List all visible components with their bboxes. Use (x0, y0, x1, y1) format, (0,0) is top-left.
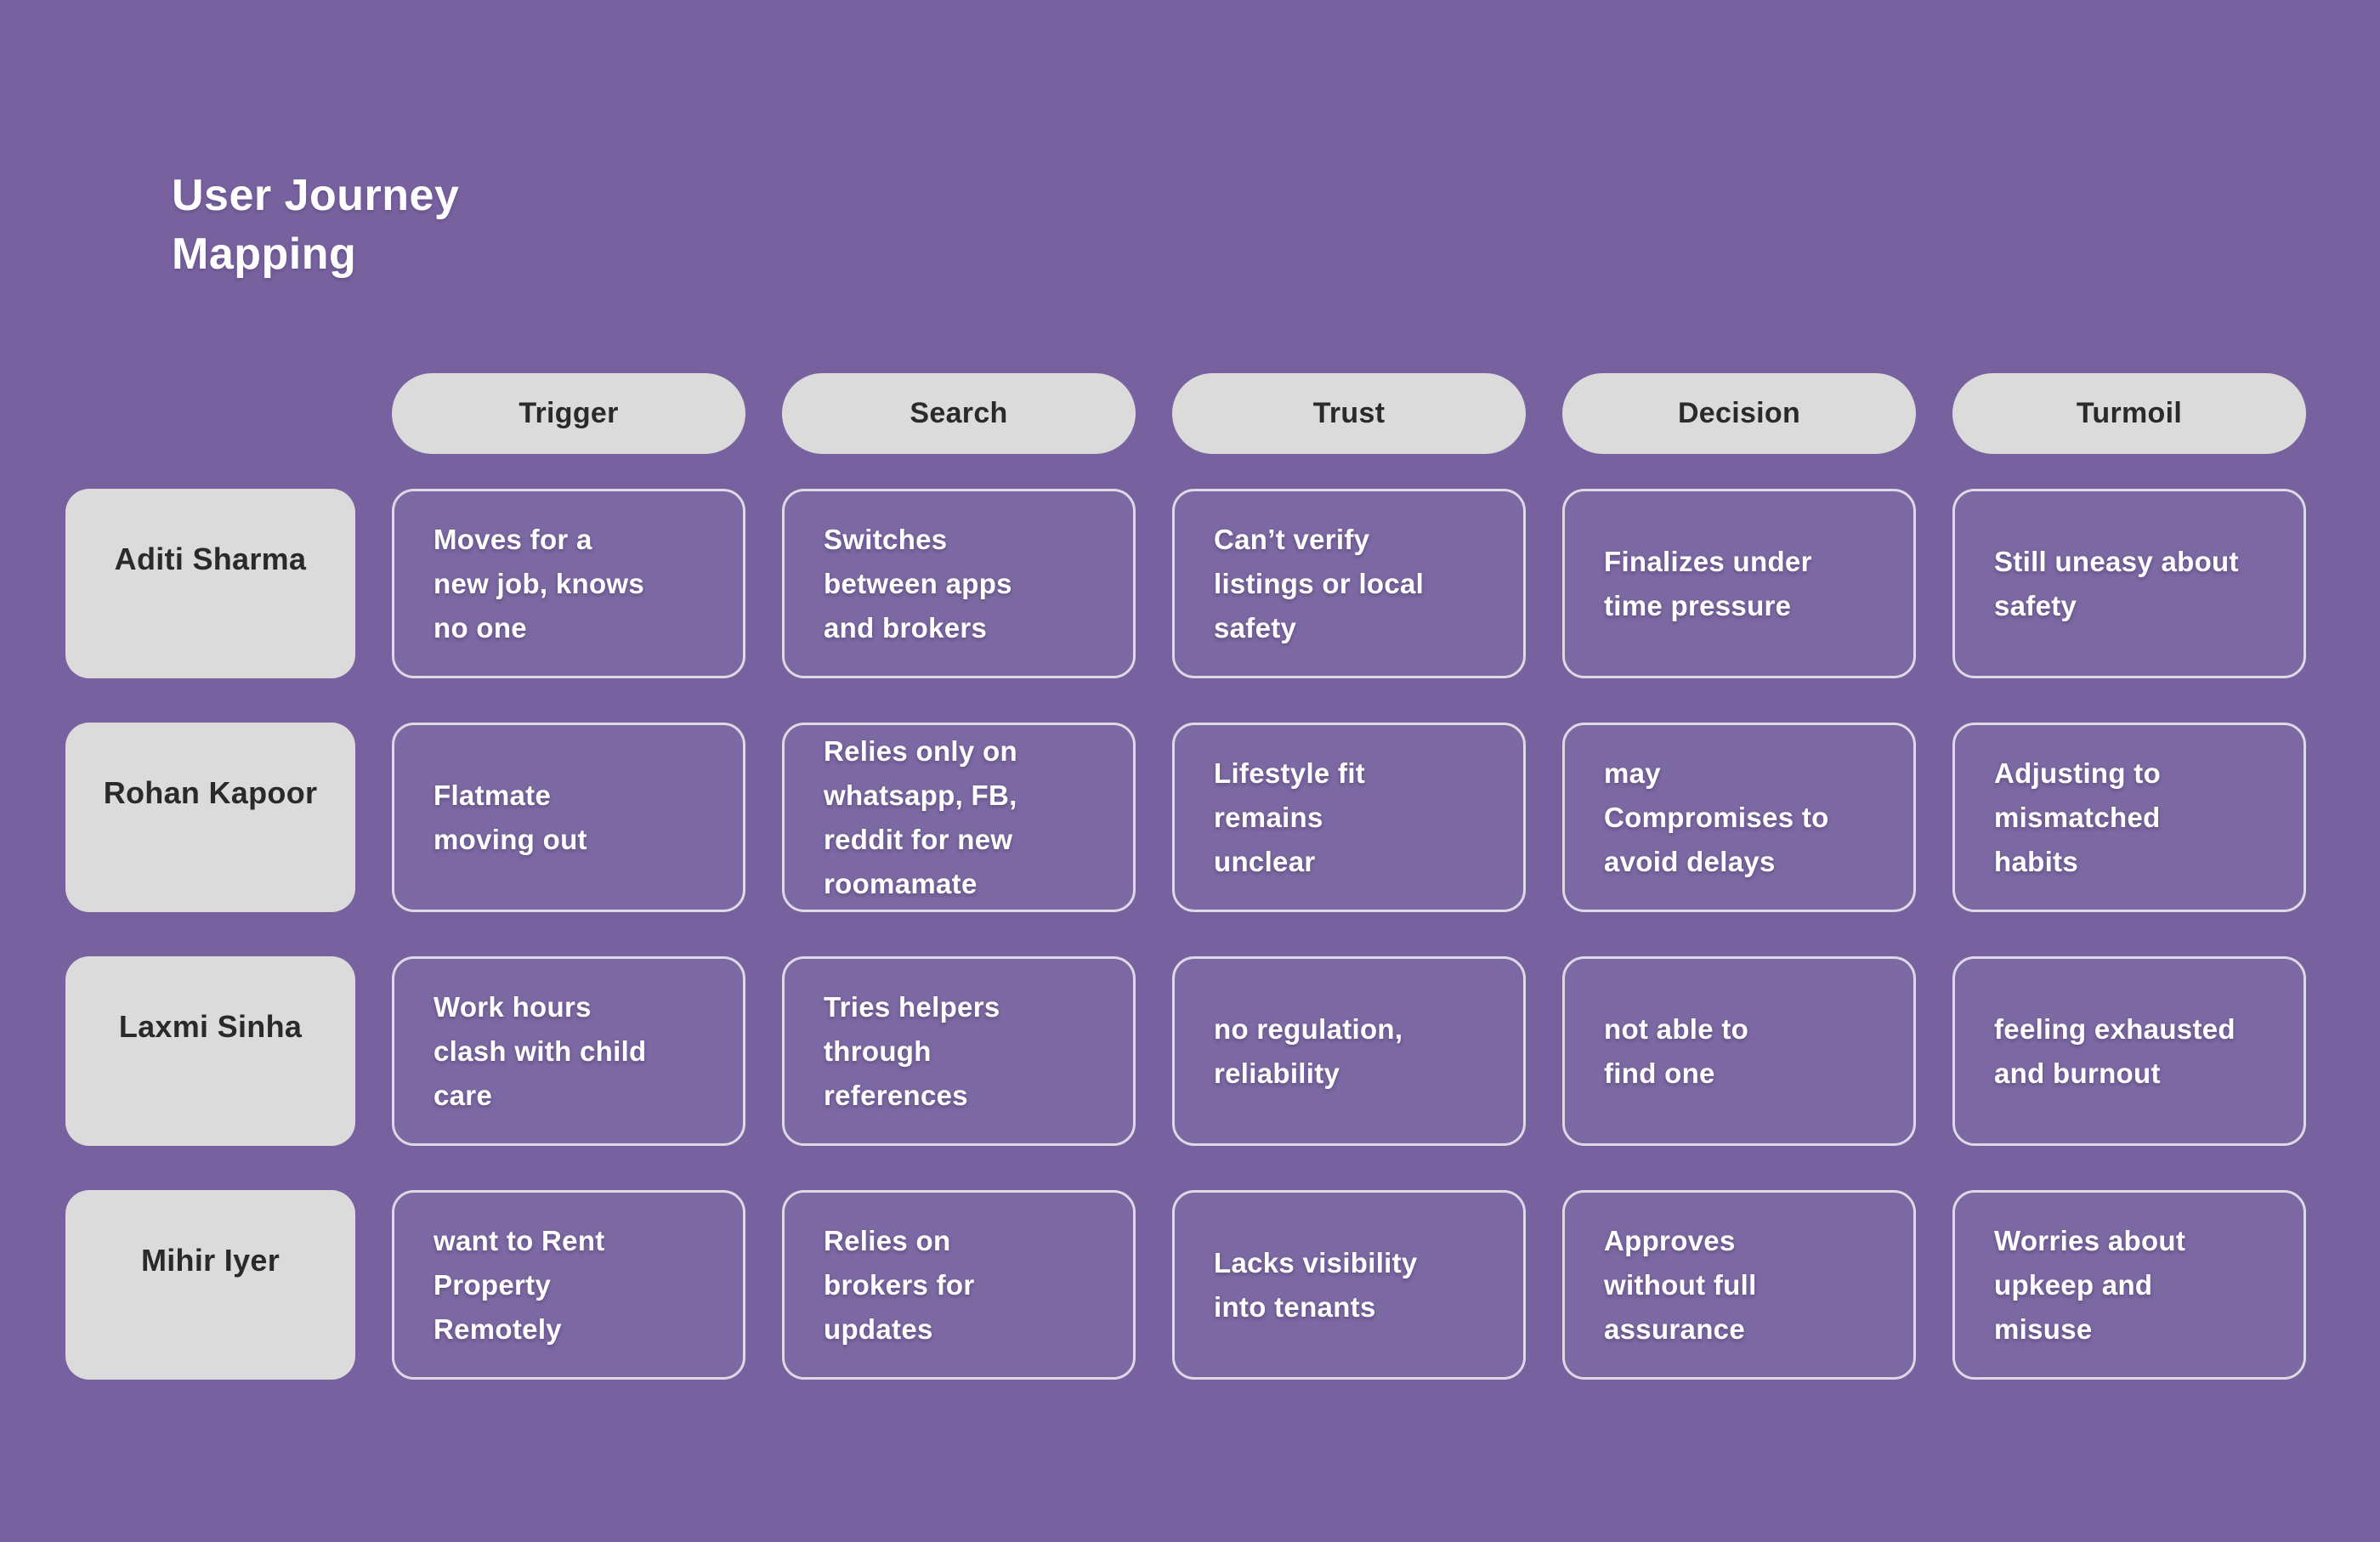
persona-card-mihir-iyer: Mihir Iyer (65, 1190, 355, 1380)
journey-board: Trigger Search Trust Decision Turmoil Ad… (65, 373, 2306, 1380)
journey-cell: Relies only on whatsapp, FB, reddit for … (782, 723, 1136, 912)
journey-cell: feeling exhausted and burnout (1952, 956, 2306, 1146)
journey-cell: Tries helpers through references (782, 956, 1136, 1146)
journey-cell: Adjusting to mismatched habits (1952, 723, 2306, 912)
journey-cell: Approves without full assurance (1562, 1190, 1916, 1380)
journey-cell: Worries about upkeep and misuse (1952, 1190, 2306, 1380)
journey-cell: no regulation, reliability (1172, 956, 1526, 1146)
stage-header-turmoil: Turmoil (1952, 373, 2306, 454)
journey-rows: Aditi Sharma Moves for a new job, knows … (65, 489, 2306, 1380)
journey-cell: Work hours clash with child care (392, 956, 745, 1146)
stage-header-decision: Decision (1562, 373, 1916, 454)
journey-cell: may Compromises to avoid delays (1562, 723, 1916, 912)
stage-header-trigger: Trigger (392, 373, 745, 454)
page-title: User Journey Mapping (172, 171, 460, 279)
journey-cell: Can’t verify listings or local safety (1172, 489, 1526, 678)
journey-cell: not able to find one (1562, 956, 1916, 1146)
journey-cell: Still uneasy about safety (1952, 489, 2306, 678)
stage-header-row: Trigger Search Trust Decision Turmoil (65, 373, 2306, 454)
stage-header-search: Search (782, 373, 1136, 454)
persona-card-rohan-kapoor: Rohan Kapoor (65, 723, 355, 912)
journey-cell: Finalizes under time pressure (1562, 489, 1916, 678)
journey-cell: Flatmate moving out (392, 723, 745, 912)
journey-cell: want to Rent Property Remotely (392, 1190, 745, 1380)
journey-cell: Switches between apps and brokers (782, 489, 1136, 678)
journey-cell: Lifestyle fit remains unclear (1172, 723, 1526, 912)
journey-cell: Relies on brokers for updates (782, 1190, 1136, 1380)
stage-header-trust: Trust (1172, 373, 1526, 454)
journey-cell: Moves for a new job, knows no one (392, 489, 745, 678)
header-spacer (65, 373, 355, 454)
persona-card-laxmi-sinha: Laxmi Sinha (65, 956, 355, 1146)
journey-cell: Lacks visibility into tenants (1172, 1190, 1526, 1380)
persona-card-aditi-sharma: Aditi Sharma (65, 489, 355, 678)
